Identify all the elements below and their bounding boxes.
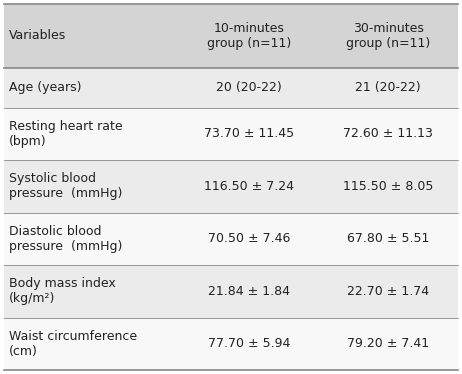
Text: Waist circumference
(cm): Waist circumference (cm) (9, 330, 137, 358)
Bar (4, 212, 458, 265)
Text: Resting heart rate
(bpm): Resting heart rate (bpm) (9, 120, 122, 148)
Text: 10-minutes
group (n=11): 10-minutes group (n=11) (207, 22, 291, 50)
Text: 77.70 ± 5.94: 77.70 ± 5.94 (207, 337, 290, 350)
Text: 30-minutes
group (n=11): 30-minutes group (n=11) (346, 22, 431, 50)
Text: Systolic blood
pressure  (mmHg): Systolic blood pressure (mmHg) (9, 172, 122, 200)
Text: 79.20 ± 7.41: 79.20 ± 7.41 (347, 337, 429, 350)
Bar (319, 4, 458, 68)
Text: 21 (20-22): 21 (20-22) (355, 81, 421, 94)
Bar (4, 4, 179, 68)
Bar (4, 265, 458, 318)
Text: 21.84 ± 1.84: 21.84 ± 1.84 (208, 285, 290, 298)
Text: 20 (20-22): 20 (20-22) (216, 81, 281, 94)
Text: Diastolic blood
pressure  (mmHg): Diastolic blood pressure (mmHg) (9, 225, 122, 253)
Text: 22.70 ± 1.74: 22.70 ± 1.74 (347, 285, 429, 298)
Text: Variables: Variables (9, 29, 66, 42)
Text: 67.80 ± 5.51: 67.80 ± 5.51 (347, 232, 430, 245)
Bar (4, 68, 458, 108)
Text: 115.50 ± 8.05: 115.50 ± 8.05 (343, 180, 433, 193)
Text: 70.50 ± 7.46: 70.50 ± 7.46 (207, 232, 290, 245)
Text: Age (years): Age (years) (9, 81, 81, 94)
Text: 72.60 ± 11.13: 72.60 ± 11.13 (343, 128, 433, 140)
Bar (4, 108, 458, 160)
Bar (179, 4, 319, 68)
Bar (4, 160, 458, 212)
Text: Body mass index
(kg/m²): Body mass index (kg/m²) (9, 277, 116, 305)
Text: 73.70 ± 11.45: 73.70 ± 11.45 (204, 128, 294, 140)
Bar (4, 318, 458, 370)
Text: 116.50 ± 7.24: 116.50 ± 7.24 (204, 180, 294, 193)
